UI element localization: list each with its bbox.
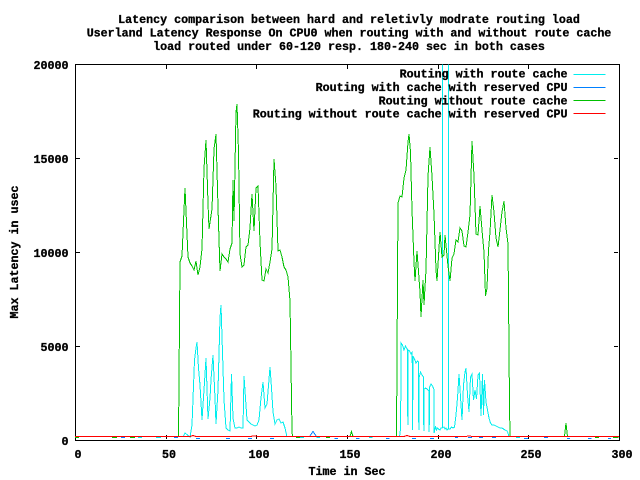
svg-text:Routing with cache with reserv: Routing with cache with reserved CPU [316, 81, 568, 95]
svg-text:Routing with route cache: Routing with route cache [400, 68, 568, 82]
svg-text:20000: 20000 [34, 59, 69, 73]
svg-text:Routing without route cache: Routing without route cache [379, 94, 568, 108]
svg-text:Routing without route cache wi: Routing without route cache with reserve… [253, 108, 568, 122]
svg-text:50: 50 [162, 448, 176, 462]
svg-text:Time in Sec: Time in Sec [309, 465, 386, 479]
svg-text:250: 250 [521, 448, 542, 462]
svg-text:10000: 10000 [34, 247, 69, 261]
svg-text:15000: 15000 [34, 153, 69, 167]
svg-text:5000: 5000 [41, 341, 69, 355]
svg-text:300: 300 [612, 448, 633, 462]
svg-text:0: 0 [62, 435, 69, 449]
svg-text:200: 200 [431, 448, 452, 462]
svg-text:0: 0 [75, 448, 82, 462]
svg-text:load routed under 60-120 resp.: load routed under 60-120 resp. 180-240 s… [153, 40, 545, 54]
svg-text:150: 150 [340, 448, 361, 462]
svg-text:Latency comparison between har: Latency comparison between hard and rele… [118, 13, 580, 27]
svg-text:Userland Latency Response On C: Userland Latency Response On CPU0 when r… [87, 27, 612, 41]
svg-text:100: 100 [249, 448, 270, 462]
svg-text:Max Latency in usec: Max Latency in usec [8, 186, 22, 319]
